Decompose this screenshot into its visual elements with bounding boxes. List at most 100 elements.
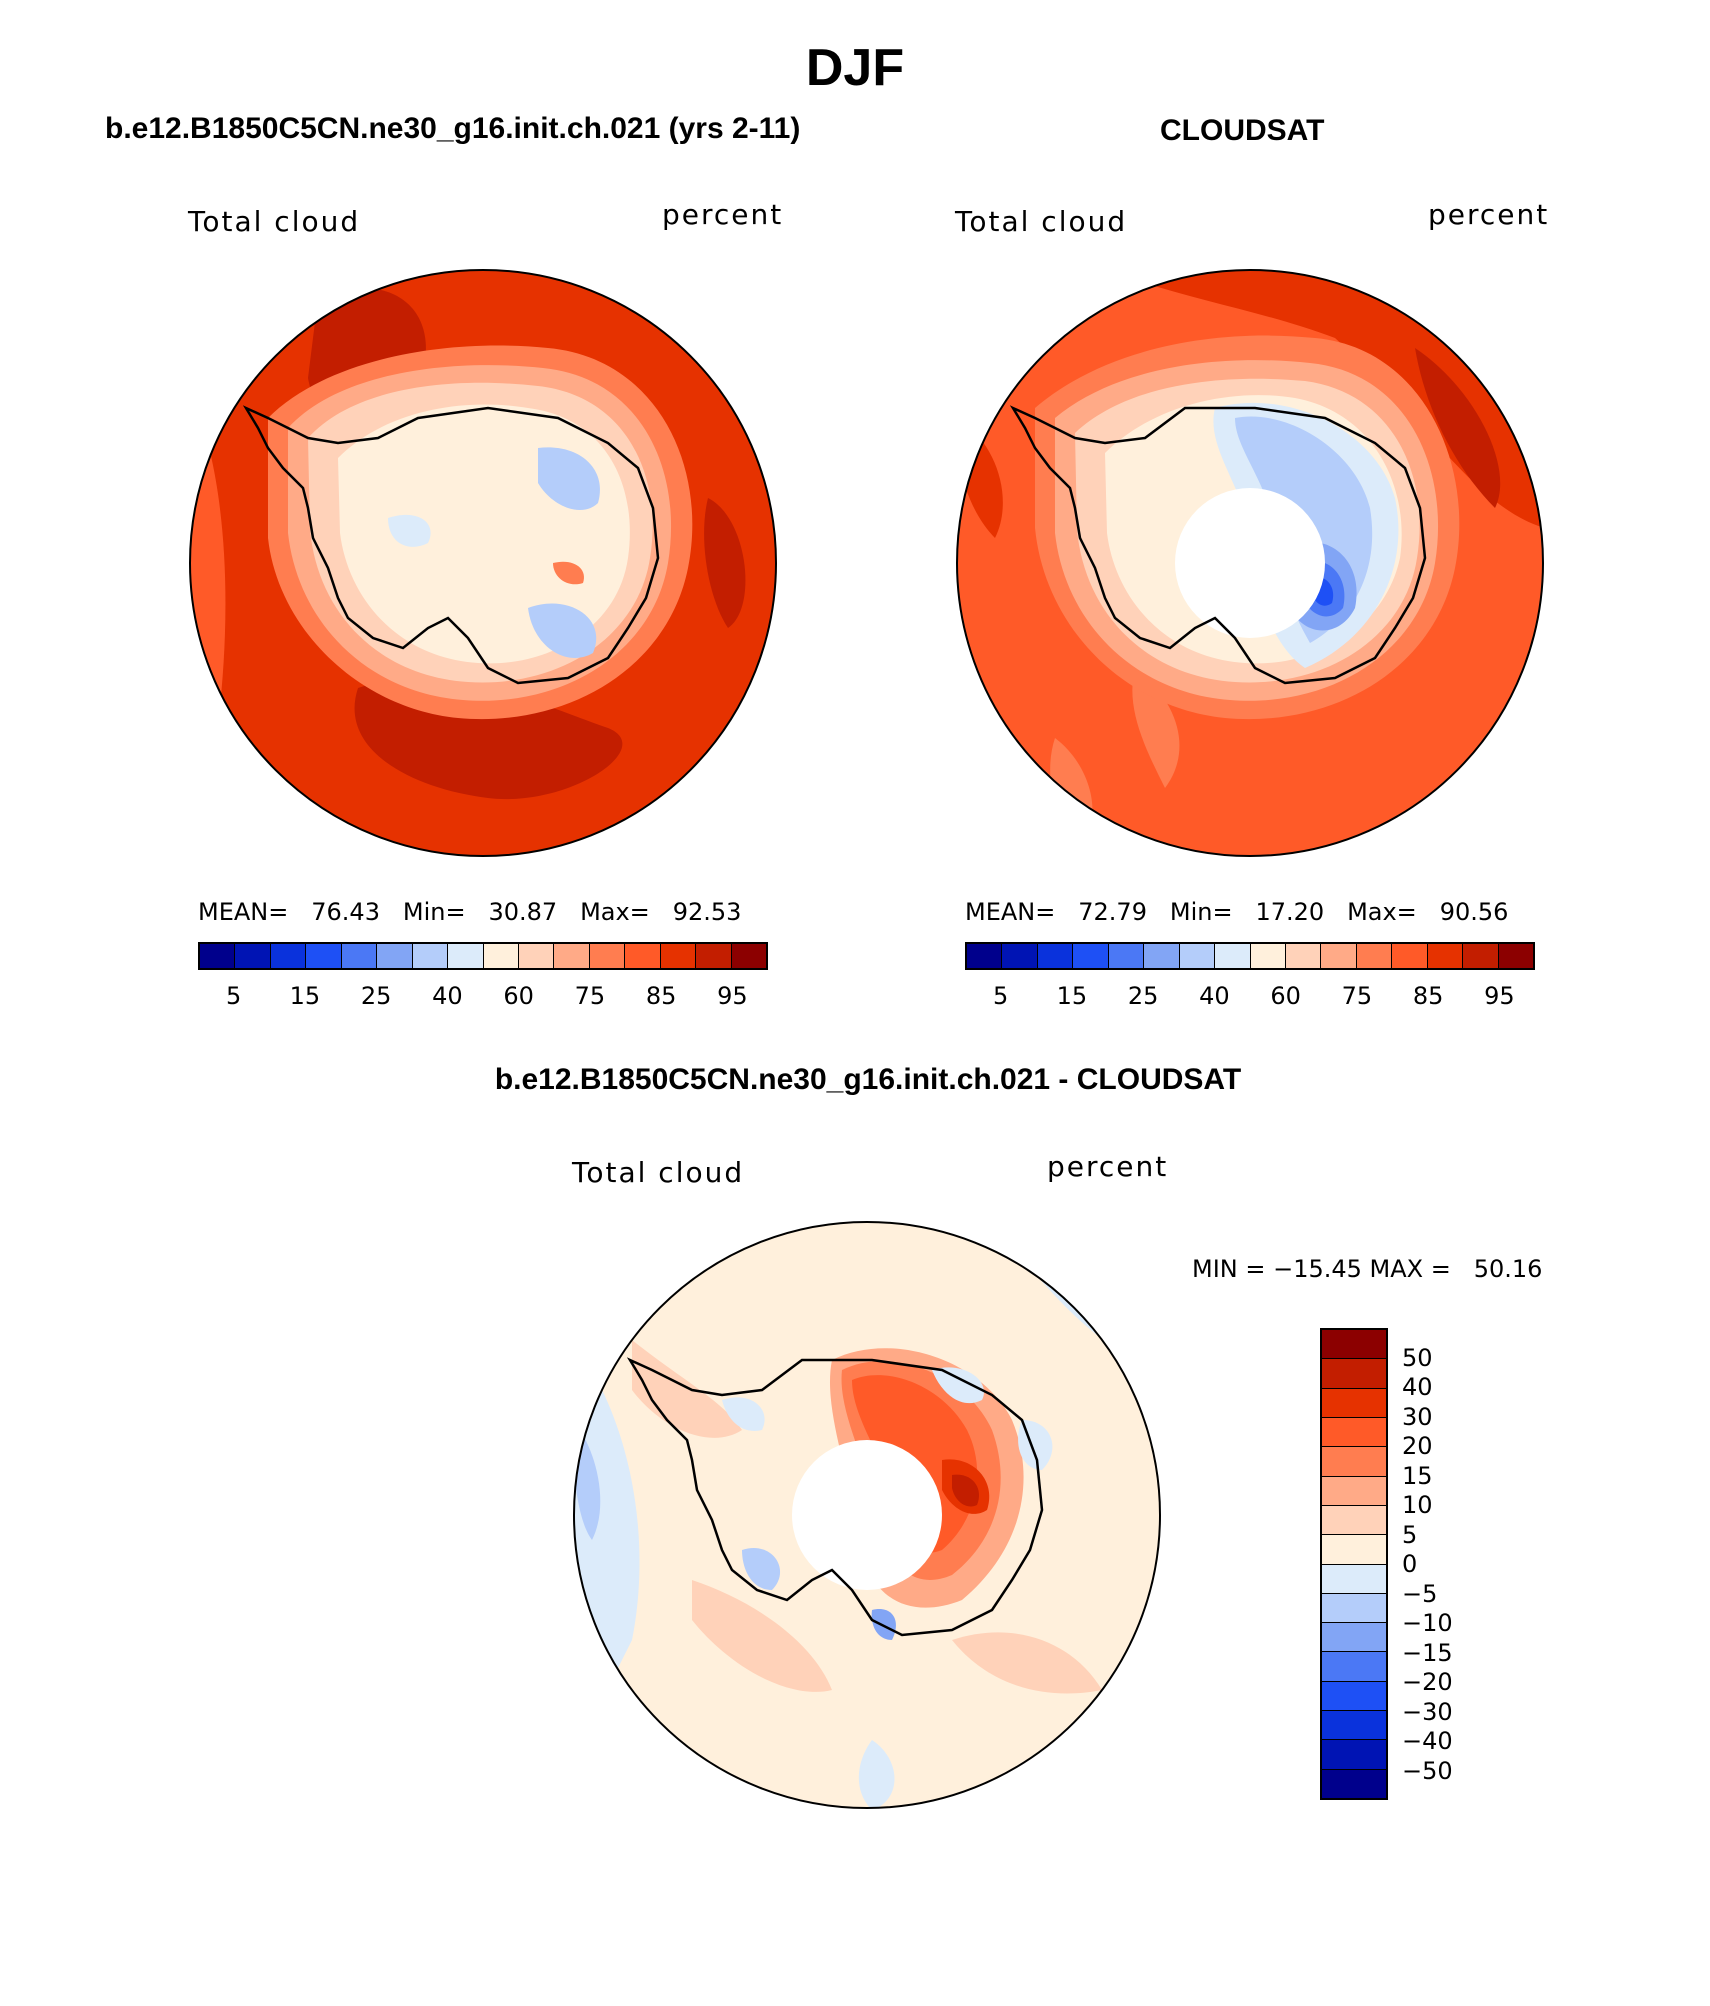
- panel-2-colorbar-label: 5: [992, 982, 1009, 1010]
- panel-2-colorbar: [965, 942, 1535, 970]
- diff-colorbar-swatch: [1322, 1388, 1386, 1418]
- panel-2-colorbar-labels: 5 15 25 40 60 75 85 95: [965, 982, 1535, 1012]
- diff-colorbar-swatch: [1322, 1593, 1386, 1624]
- diff-colorbar-swatch: [1322, 1359, 1386, 1389]
- panel-2-colorbar-swatch: [1285, 944, 1322, 968]
- panel-1-colorbar-swatch: [200, 944, 236, 968]
- panel-1-units: percent: [662, 198, 784, 231]
- panel-1-polar-map: [189, 269, 777, 857]
- diff-panel-polar-map: [573, 1221, 1161, 1809]
- diff-colorbar-label: 40: [1402, 1373, 1433, 1401]
- diff-colorbar-label: 50: [1402, 1343, 1433, 1372]
- panel-2-colorbar-label: 40: [1199, 982, 1230, 1010]
- figure-title: DJF: [805, 39, 905, 97]
- diff-colorbar-swatch: [1322, 1681, 1386, 1712]
- panel-1-max-label: Max=: [580, 898, 650, 926]
- diff-colorbar-swatch: [1322, 1740, 1386, 1770]
- panel-2-variable: Total cloud: [955, 205, 1128, 238]
- panel-1-mean-label: MEAN=: [198, 898, 289, 926]
- diff-colorbar-swatch: [1322, 1330, 1386, 1360]
- panel-2-colorbar-label: 15: [1056, 982, 1088, 1010]
- diff-panel-colorbar: [1320, 1328, 1388, 1800]
- panel-1-colorbar-swatch: [696, 944, 732, 968]
- panel-1-stats: MEAN= 76.43 Min= 30.87 Max= 92.53: [198, 898, 741, 926]
- panel-2-colorbar-swatch: [1037, 944, 1074, 968]
- panel-1-colorbar-swatch: [377, 944, 413, 968]
- diff-panel-units: percent: [1047, 1150, 1169, 1183]
- diff-colorbar-label: 5: [1402, 1520, 1418, 1549]
- panel-1-colorbar-swatch: [412, 944, 449, 968]
- panel-2-mean: 72.79: [1078, 898, 1147, 926]
- panel-1-colorbar-label: 5: [225, 982, 242, 1010]
- diff-colorbar-label: −5: [1402, 1579, 1438, 1608]
- diff-colorbar-label: 10: [1402, 1491, 1433, 1519]
- panel-1-colorbar: [198, 942, 768, 970]
- panel-2-min: 17.20: [1255, 898, 1325, 926]
- panel-1-colorbar-swatch: [625, 944, 661, 968]
- diff-panel-minmax: MIN = −15.45 MAX = 50.16: [1192, 1255, 1543, 1283]
- diff-colorbar-label: −15: [1402, 1638, 1453, 1667]
- diff-colorbar-label: 15: [1402, 1461, 1433, 1490]
- diff-colorbar-label: −40: [1402, 1727, 1453, 1755]
- diff-colorbar-swatch: [1322, 1652, 1386, 1682]
- panel-2-title: CLOUDSAT: [1160, 114, 1325, 147]
- panel-1-colorbar-swatch: [731, 944, 766, 968]
- panel-2-colorbar-label: 25: [1127, 982, 1159, 1010]
- panel-1-colorbar-label: 25: [360, 982, 392, 1010]
- panel-1-title: b.e12.B1850C5CN.ne30_g16.init.ch.021 (yr…: [105, 112, 801, 145]
- panel-2-colorbar-swatch: [1215, 944, 1251, 968]
- panel-2-colorbar-label: 95: [1484, 982, 1515, 1010]
- diff-colorbar-swatch: [1322, 1417, 1386, 1448]
- panel-1-max: 92.53: [672, 898, 742, 926]
- panel-1-colorbar-label: 60: [503, 982, 534, 1010]
- panel-2-colorbar-swatch: [1108, 944, 1145, 968]
- panel-2-mean-label: MEAN=: [965, 898, 1056, 926]
- diff-colorbar-swatch: [1322, 1447, 1386, 1477]
- diff-colorbar-swatch: [1322, 1476, 1386, 1506]
- panel-1-colorbar-swatch: [235, 944, 271, 968]
- panel-2-colorbar-swatch: [1392, 944, 1428, 968]
- panel-1-colorbar-swatch: [341, 944, 378, 968]
- panel-2-colorbar-swatch: [1144, 944, 1180, 968]
- diff-colorbar-label: −30: [1402, 1697, 1453, 1726]
- panel-1-min: 30.87: [488, 898, 558, 926]
- panel-2-colorbar-swatch: [1463, 944, 1499, 968]
- panel-1-colorbar-swatch: [554, 944, 590, 968]
- diff-colorbar-swatch: [1322, 1769, 1386, 1798]
- panel-1-colorbar-label: 85: [645, 982, 677, 1010]
- panel-1-colorbar-swatch: [660, 944, 697, 968]
- panel-1-colorbar-swatch: [448, 944, 484, 968]
- panel-2-colorbar-label: 60: [1270, 982, 1301, 1010]
- diff-colorbar-label: −10: [1402, 1609, 1453, 1637]
- panel-2-colorbar-swatch: [1498, 944, 1533, 968]
- diff-colorbar-label: −50: [1402, 1756, 1453, 1785]
- panel-2-colorbar-label: 85: [1412, 982, 1444, 1010]
- diff-colorbar-swatch: [1322, 1711, 1386, 1741]
- diff-colorbar-swatch: [1322, 1535, 1386, 1565]
- panel-2-colorbar-swatch: [1321, 944, 1357, 968]
- panel-2-colorbar-swatch: [1427, 944, 1464, 968]
- panel-1-colorbar-swatch: [589, 944, 626, 968]
- panel-1-colorbar-swatch: [518, 944, 555, 968]
- panel-2-colorbar-swatch: [967, 944, 1003, 968]
- panel-1-colorbar-swatch: [270, 944, 307, 968]
- panel-1-colorbar-swatch: [483, 944, 519, 968]
- panel-2-max: 90.56: [1439, 898, 1509, 926]
- panel-1-colorbar-label: 75: [574, 982, 606, 1010]
- diff-panel-title: b.e12.B1850C5CN.ne30_g16.init.ch.021 - C…: [494, 1063, 1242, 1096]
- panel-1-variable: Total cloud: [188, 205, 361, 238]
- panel-1-colorbar-labels: 5 15 25 40 60 75 85 95: [198, 982, 768, 1012]
- panel-2-polar-map: [956, 269, 1544, 857]
- panel-2-colorbar-swatch: [1002, 944, 1038, 968]
- panel-2-units: percent: [1428, 198, 1550, 231]
- panel-2-colorbar-swatch: [1356, 944, 1393, 968]
- panel-2-min-label: Min=: [1169, 898, 1233, 926]
- panel-1-colorbar-label: 40: [432, 982, 463, 1010]
- diff-colorbar-swatch: [1322, 1505, 1386, 1536]
- diff-panel-variable: Total cloud: [572, 1156, 745, 1189]
- diff-colorbar-swatch: [1322, 1564, 1386, 1594]
- diff-panel-colorbar-labels: 50 40 30 20 15 10 5 0 −5 −10 −15 −20 −30 −40 −50: [1402, 1328, 1522, 1800]
- panel-2-colorbar-swatch: [1250, 944, 1286, 968]
- panel-1-colorbar-swatch: [306, 944, 342, 968]
- diff-colorbar-label: 20: [1402, 1432, 1433, 1460]
